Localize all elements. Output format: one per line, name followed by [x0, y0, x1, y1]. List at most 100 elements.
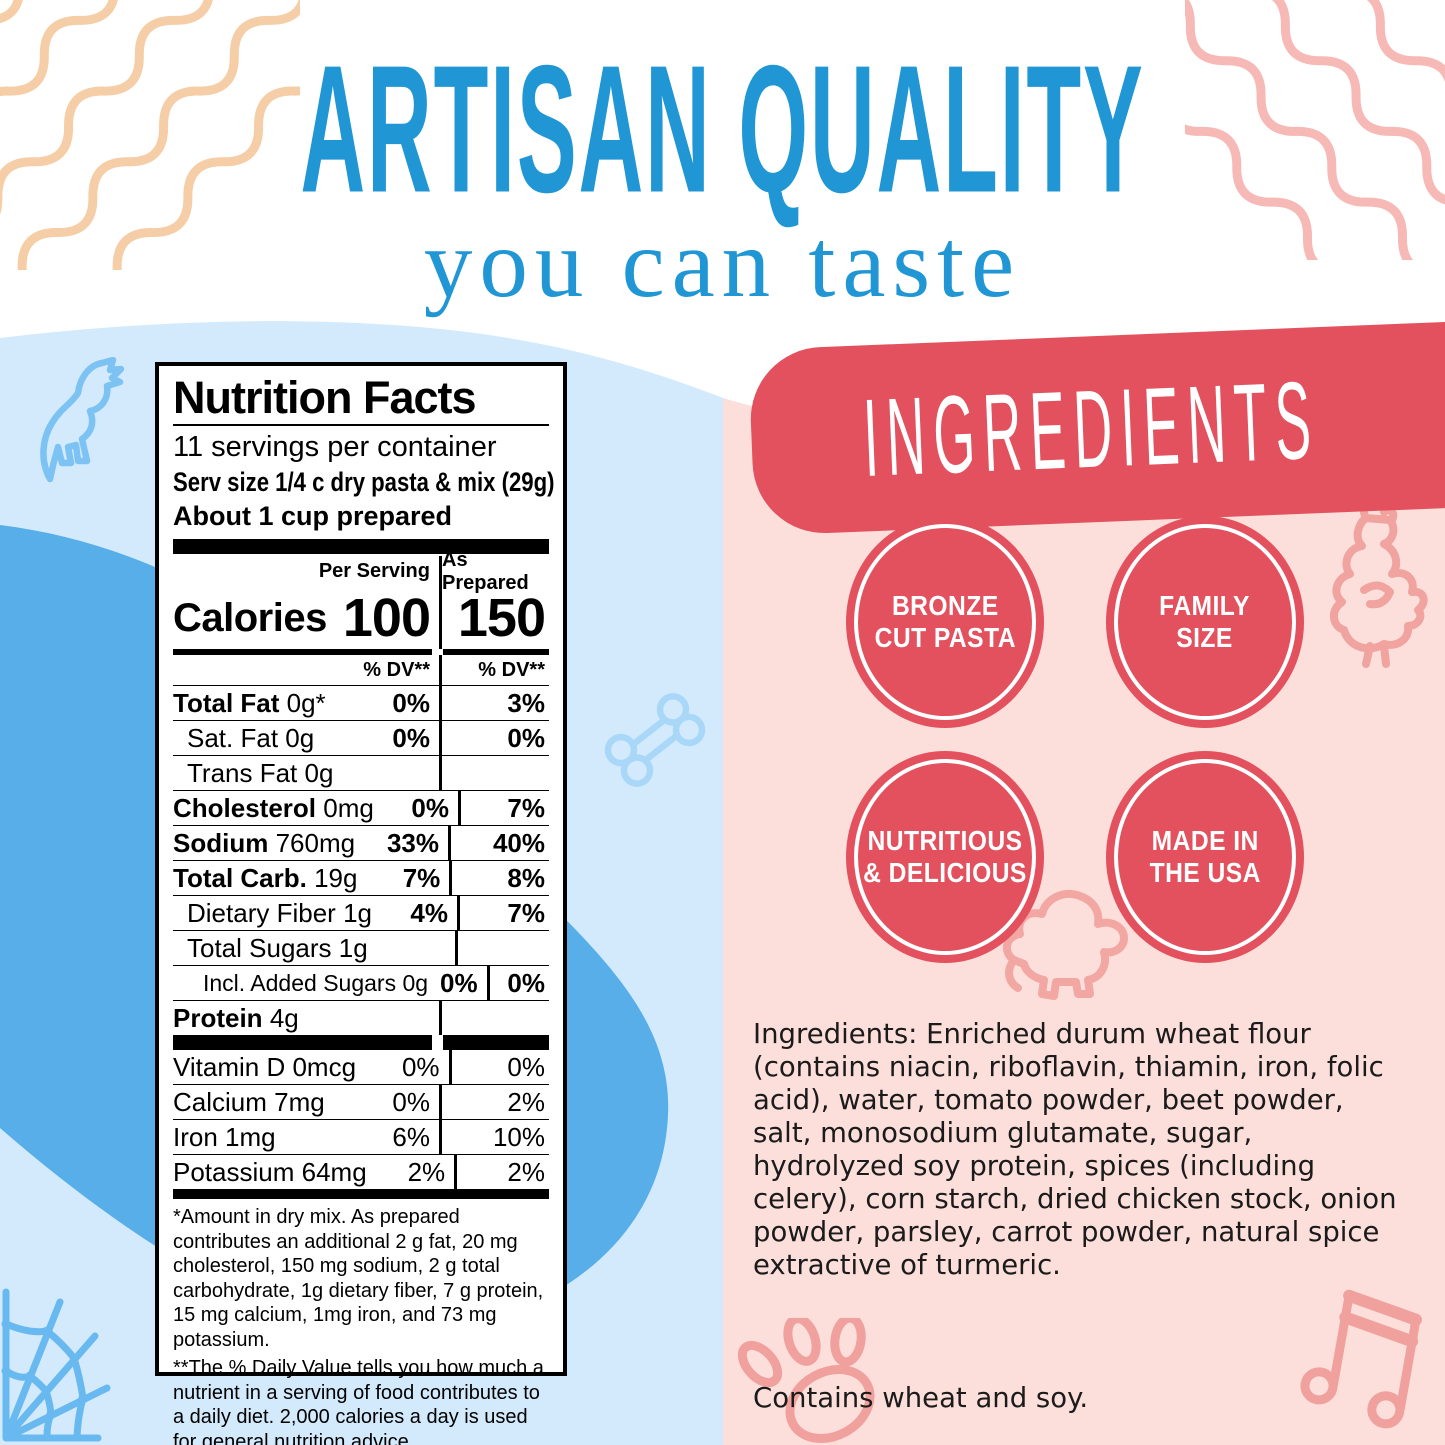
nutrient-amount: 1g — [338, 932, 368, 963]
calories-underline — [173, 649, 549, 656]
nutrient-amount: 0g — [304, 757, 334, 788]
nutrient-name: Protein — [173, 1002, 263, 1033]
nutrient-name: Trans Fat — [187, 757, 298, 788]
nutrient-name: Iron — [173, 1121, 218, 1152]
calories-row: Calories 100 150 — [173, 587, 549, 650]
nutrient-dv-per-serving: 0% — [411, 792, 449, 823]
footnote-daily-value: **The % Daily Value tells you how much a… — [173, 1357, 544, 1445]
serving-size: Serv size 1/4 c dry pasta & mix (29g) — [173, 467, 555, 498]
nutrient-dv-per-serving: 33% — [386, 827, 440, 858]
nutrient-row: Total Carb. 19g 7% 8% — [173, 860, 549, 896]
nutrient-dv-per-serving: 0% — [401, 1051, 440, 1082]
dinosaur-doodle-blue-icon — [40, 357, 125, 483]
nutrient-name: Total Sugars — [187, 932, 332, 963]
vitamin-row: Vitamin D 0mcg 0% 0% — [173, 1050, 549, 1085]
nutrient-dv-as-prepared: 10% — [439, 1120, 549, 1155]
nutrient-dv-as-prepared: 8% — [449, 861, 549, 896]
nutrient-row: Sat. Fat 0g 0% 0% — [173, 720, 549, 756]
calories-label: Calories — [173, 595, 327, 640]
nutrient-name: Vitamin D — [173, 1051, 286, 1082]
nutrient-dv-as-prepared — [439, 756, 549, 791]
bone-icon — [604, 693, 706, 787]
nutrient-name: Cholesterol — [173, 792, 317, 823]
badge-made-in-usa: MADE IN THE USA — [1106, 751, 1304, 963]
nutrient-dv-per-serving: 0% — [440, 967, 478, 998]
nutrient-dv-as-prepared: 2% — [454, 1155, 549, 1190]
music-notes-icon — [1300, 1289, 1422, 1429]
nutrient-name: Total Fat — [173, 687, 280, 718]
allergen-statement: Contains wheat and soy. — [753, 1382, 1089, 1414]
badge-ring — [1114, 524, 1296, 720]
badge-label-line1: BRONZE — [891, 590, 999, 622]
badge-label-line2: THE USA — [1149, 857, 1261, 888]
nutrient-row: Cholesterol 0mg 0% 7% — [173, 790, 549, 826]
nutrient-amount: 64mg — [301, 1156, 367, 1187]
nutrient-dv-as-prepared: 7% — [457, 791, 549, 826]
badge-label: NUTRITIOUS & DELICIOUS — [863, 825, 1027, 889]
badge-label: MADE IN THE USA — [1149, 825, 1260, 889]
badge-label-line2: CUT PASTA — [874, 622, 1016, 653]
divider-bar — [173, 1189, 549, 1200]
nutrient-dv-per-serving: 6% — [392, 1121, 430, 1152]
vitamin-row: Calcium 7mg 0% 2% — [173, 1084, 549, 1120]
paw-print-icon — [737, 1318, 875, 1443]
ingredients-banner: INGREDIENTS — [748, 317, 1445, 536]
nutrient-row: Total Fat 0g* 0% 3% — [173, 685, 549, 721]
nutrient-amount: 4g — [269, 1002, 299, 1033]
nutrient-row: Sodium 760mg 33% 40% — [173, 825, 549, 861]
nutrient-dv-per-serving: 4% — [410, 897, 448, 928]
calories-as-prepared: 150 — [439, 587, 549, 650]
badge-ring — [1114, 759, 1296, 955]
nutrient-dv-per-serving: 0% — [392, 687, 430, 718]
badge-ring — [854, 524, 1036, 720]
nutrient-dv-as-prepared: 40% — [448, 826, 549, 861]
serving-size-prepared: About 1 cup prepared — [173, 501, 453, 532]
calories-per-serving: 100 — [342, 588, 431, 649]
nutrient-name: Sat. Fat — [187, 722, 279, 753]
nutrient-row: Incl. Added Sugars 0g 0% 0% — [173, 965, 549, 1001]
servings-per-container: 11 servings per container — [173, 431, 497, 464]
rooster-icon — [1330, 498, 1428, 668]
nutrient-amount: 0mcg — [292, 1051, 357, 1082]
ingredients-heading: INGREDIENTS — [861, 358, 1322, 501]
nutrient-dv-per-serving: 0% — [392, 1086, 430, 1117]
nutrient-name: Incl. Added Sugars — [203, 969, 397, 996]
dv-header-2: % DV** — [439, 655, 549, 686]
daily-value-header-row: % DV** % DV** — [173, 655, 549, 686]
nutrient-amount: 1g — [343, 897, 372, 928]
nutrient-dv-as-prepared: 2% — [439, 1085, 549, 1120]
nutrient-amount: 760mg — [275, 827, 356, 858]
nutrient-name: Sodium — [173, 827, 269, 858]
subheadline: you can taste — [423, 210, 1022, 317]
badge-label-line2: SIZE — [1176, 622, 1234, 653]
nutrient-row: Total Sugars 1g — [173, 930, 549, 966]
nutrient-row: Protein 4g — [173, 1000, 549, 1036]
nutrient-dv-as-prepared: 3% — [439, 686, 549, 721]
nutrient-amount: 0g* — [286, 687, 326, 718]
nutrient-dv-per-serving: 7% — [402, 862, 441, 893]
nutrient-amount: 1mg — [225, 1121, 276, 1152]
nutrient-dv-per-serving: 0% — [392, 722, 430, 753]
divider-bar — [173, 539, 549, 555]
nutrient-name: Total Carb. — [173, 862, 307, 893]
nutrient-name: Potassium — [173, 1156, 295, 1187]
badge-label: BRONZE CUT PASTA — [874, 590, 1015, 654]
nutrient-dv-per-serving: 2% — [407, 1156, 446, 1187]
nutrient-row: Trans Fat 0g — [173, 755, 549, 791]
nutrient-amount: 0g — [285, 722, 315, 753]
as-prepared-header: As Prepared — [439, 549, 549, 594]
nutrient-amount: 19g — [314, 862, 358, 893]
spider-web-icon — [1, 1288, 111, 1442]
badge-nutritious-delicious: NUTRITIOUS & DELICIOUS — [846, 751, 1044, 963]
footnote-dry-mix: *Amount in dry mix. As prepared contribu… — [173, 1206, 544, 1351]
nutrient-dv-as-prepared — [439, 1001, 549, 1036]
nutrient-dv-as-prepared: 7% — [456, 896, 549, 931]
nutrient-dv-as-prepared: 0% — [439, 721, 549, 756]
badge-bronze-cut-pasta: BRONZE CUT PASTA — [846, 516, 1044, 728]
vitamin-row: Potassium 64mg 2% 2% — [173, 1154, 549, 1190]
nutrient-amount: 0mg — [323, 792, 374, 823]
nutrient-name: Calcium — [173, 1086, 267, 1117]
nutrient-dv-as-prepared: 0% — [448, 1050, 549, 1085]
badge-label: FAMILY SIZE — [1160, 590, 1251, 654]
